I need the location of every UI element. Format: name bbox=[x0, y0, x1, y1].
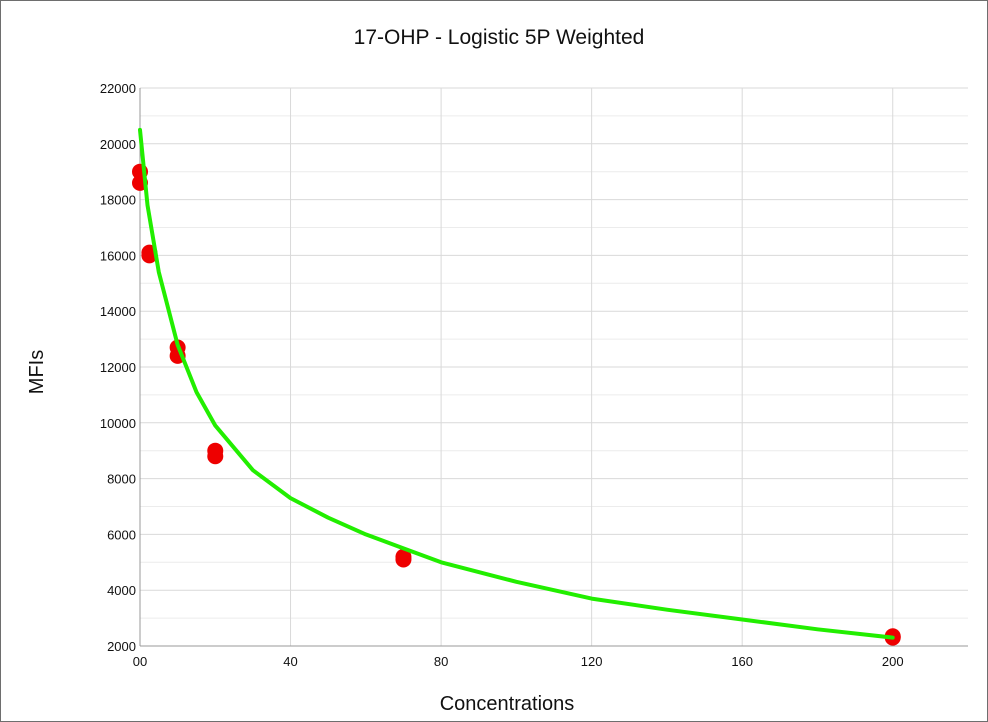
data-points bbox=[132, 163, 901, 646]
y-tick-label: 10000 bbox=[100, 416, 136, 431]
y-tick-label: 6000 bbox=[107, 527, 136, 542]
y-tick-label: 22000 bbox=[100, 81, 136, 96]
x-tick-label: 200 bbox=[882, 654, 904, 669]
y-tick-label: 14000 bbox=[100, 304, 136, 319]
data-point bbox=[207, 448, 224, 465]
y-tick-label: 20000 bbox=[100, 137, 136, 152]
y-tick-label: 18000 bbox=[100, 193, 136, 208]
y-tick-label: 16000 bbox=[100, 248, 136, 263]
y-tick-label: 4000 bbox=[107, 583, 136, 598]
fit-curve bbox=[138, 127, 895, 640]
x-tick-label: 40 bbox=[283, 654, 297, 669]
x-axis-title: Concentrations bbox=[440, 693, 575, 715]
x-tick-label: 00 bbox=[133, 654, 147, 669]
y-axis-title: MFIs bbox=[26, 350, 48, 394]
y-tick-label: 2000 bbox=[107, 639, 136, 654]
grid bbox=[140, 87, 968, 646]
chart-title: 17-OHP - Logistic 5P Weighted bbox=[354, 26, 645, 49]
y-tick-label: 8000 bbox=[107, 472, 136, 487]
y-tick-label: 12000 bbox=[100, 360, 136, 375]
x-tick-label: 120 bbox=[581, 654, 603, 669]
x-tick-label: 80 bbox=[434, 654, 448, 669]
data-point bbox=[395, 551, 412, 568]
x-tick-label: 160 bbox=[731, 654, 753, 669]
